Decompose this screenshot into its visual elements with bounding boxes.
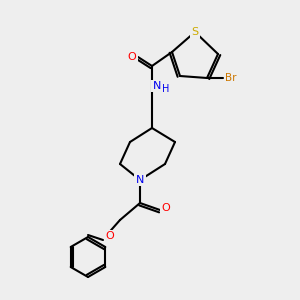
Text: H: H [162, 84, 170, 94]
Text: O: O [106, 231, 114, 241]
Text: Br: Br [225, 73, 237, 83]
Text: N: N [153, 81, 161, 91]
Text: O: O [128, 52, 136, 62]
Text: O: O [162, 203, 170, 213]
Text: S: S [191, 27, 199, 37]
Text: N: N [136, 175, 144, 185]
